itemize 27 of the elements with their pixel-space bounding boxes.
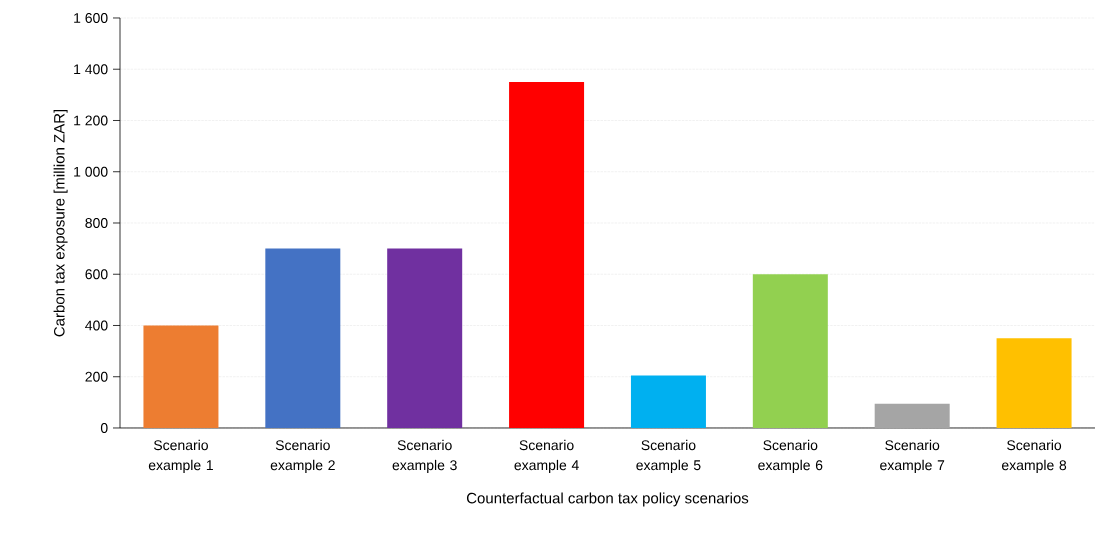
y-tick-label: 200 (85, 371, 108, 382)
x-tick-label: Scenario example 8 (1001, 439, 1067, 473)
bar (143, 325, 219, 428)
y-tick-label: 1 000 (74, 166, 108, 177)
x-tick-label: Scenario example 4 (514, 439, 579, 473)
x-axis-title: Counterfactual carbon tax policy scenarios (466, 492, 749, 507)
y-axis-title: Carbon tax exposure [million ZAR] (53, 109, 68, 337)
bar (265, 248, 341, 428)
bar (630, 375, 706, 428)
bar (874, 403, 950, 428)
y-tick-label: 1 600 (74, 13, 108, 23)
x-tick-label: Scenario example 6 (758, 439, 823, 473)
x-tick-label: Scenario example 7 (880, 439, 945, 473)
y-tick-label: 600 (85, 269, 108, 280)
y-tick-label: 1 400 (74, 64, 108, 75)
y-tick-label: 1 200 (74, 115, 108, 126)
y-tick-label: 400 (85, 320, 108, 331)
x-tick-label: Scenario example 5 (636, 439, 701, 473)
x-tick-label: Scenario example 1 (148, 439, 213, 473)
x-tick-label: Scenario example 3 (392, 439, 457, 473)
y-tick-label: 0 (100, 423, 108, 433)
bar (752, 274, 828, 428)
bar (996, 338, 1072, 428)
x-tick-label: Scenario example 2 (270, 439, 335, 473)
bar (387, 248, 463, 428)
y-tick-label: 800 (85, 218, 108, 228)
bar (509, 82, 585, 428)
